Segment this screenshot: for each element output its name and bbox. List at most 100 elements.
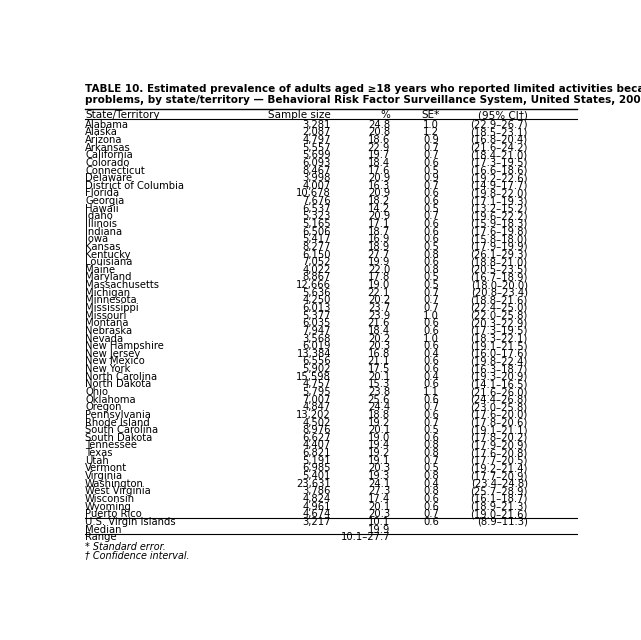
Text: 1.2: 1.2: [423, 127, 439, 138]
Text: District of Columbia: District of Columbia: [85, 180, 184, 191]
Text: 0.5: 0.5: [423, 204, 439, 214]
Text: 13,384: 13,384: [297, 349, 331, 359]
Text: 4,407: 4,407: [303, 440, 331, 451]
Text: 19.9: 19.9: [368, 525, 390, 534]
Text: 4,961: 4,961: [303, 502, 331, 511]
Text: 0.8: 0.8: [424, 250, 439, 260]
Text: (19.1–21.1): (19.1–21.1): [470, 425, 528, 435]
Text: Illinois: Illinois: [85, 219, 117, 229]
Text: SE*: SE*: [421, 110, 439, 120]
Text: 10,678: 10,678: [296, 188, 331, 198]
Text: 12,666: 12,666: [296, 280, 331, 290]
Text: (19.8–22.4): (19.8–22.4): [470, 356, 528, 367]
Text: 5,401: 5,401: [303, 471, 331, 481]
Text: 17.1: 17.1: [368, 219, 390, 229]
Text: 3,568: 3,568: [303, 333, 331, 344]
Text: 10.1: 10.1: [368, 517, 390, 527]
Text: 0.7: 0.7: [423, 288, 439, 298]
Text: Utah: Utah: [85, 456, 109, 466]
Text: (17.9–20.9): (17.9–20.9): [470, 440, 528, 451]
Text: 18.4: 18.4: [368, 326, 390, 336]
Text: 20.8: 20.8: [368, 127, 390, 138]
Text: 19.0: 19.0: [368, 433, 390, 443]
Text: 20.9: 20.9: [368, 211, 390, 221]
Text: Massachusetts: Massachusetts: [85, 280, 159, 290]
Text: South Dakota: South Dakota: [85, 433, 153, 443]
Text: 21.6: 21.6: [368, 318, 390, 328]
Text: (21.6–24.2): (21.6–24.2): [470, 143, 528, 152]
Text: 20.3: 20.3: [368, 509, 390, 519]
Text: Virginia: Virginia: [85, 471, 123, 481]
Text: 18.4: 18.4: [368, 158, 390, 168]
Text: 19.2: 19.2: [368, 417, 390, 428]
Text: (17.7–20.5): (17.7–20.5): [470, 456, 528, 466]
Text: 4,797: 4,797: [303, 135, 331, 145]
Text: 0.6: 0.6: [423, 234, 439, 244]
Text: TABLE 10. Estimated prevalence of adults aged ≥18 years who reported limited act: TABLE 10. Estimated prevalence of adults…: [85, 84, 641, 94]
Text: 6,506: 6,506: [303, 227, 331, 237]
Text: (22.9–26.7): (22.9–26.7): [470, 120, 528, 130]
Text: 4,007: 4,007: [303, 180, 331, 191]
Text: 10.1–27.7: 10.1–27.7: [340, 532, 390, 542]
Text: 0.5: 0.5: [423, 166, 439, 175]
Text: Kansas: Kansas: [85, 242, 121, 252]
Text: 5,795: 5,795: [303, 387, 331, 397]
Text: Hawaii: Hawaii: [85, 204, 119, 214]
Text: 4,674: 4,674: [303, 509, 331, 519]
Text: Alabama: Alabama: [85, 120, 129, 130]
Text: 16.8: 16.8: [368, 349, 390, 359]
Text: 3,786: 3,786: [303, 486, 331, 496]
Text: 0.6: 0.6: [423, 494, 439, 504]
Text: New Jersey: New Jersey: [85, 349, 140, 359]
Text: (8.9–11.3): (8.9–11.3): [477, 517, 528, 527]
Text: 23,631: 23,631: [296, 479, 331, 489]
Text: Wisconsin: Wisconsin: [85, 494, 135, 504]
Text: (20.5–23.5): (20.5–23.5): [470, 265, 528, 275]
Text: (23.4–24.8): (23.4–24.8): [470, 479, 528, 489]
Text: 19.4: 19.4: [368, 440, 390, 451]
Text: (17.6–20.0): (17.6–20.0): [470, 410, 528, 420]
Text: 4,250: 4,250: [303, 295, 331, 305]
Text: 0.5: 0.5: [423, 425, 439, 435]
Text: Michigan: Michigan: [85, 288, 130, 298]
Text: 0.6: 0.6: [423, 356, 439, 367]
Text: Oregon: Oregon: [85, 403, 122, 412]
Text: 6,985: 6,985: [303, 463, 331, 474]
Text: 0.6: 0.6: [423, 517, 439, 527]
Text: 22.1: 22.1: [368, 288, 390, 298]
Text: (20.8–23.4): (20.8–23.4): [470, 288, 528, 298]
Text: 19.3: 19.3: [368, 471, 390, 481]
Text: 0.5: 0.5: [423, 273, 439, 282]
Text: 0.6: 0.6: [423, 158, 439, 168]
Text: 5,323: 5,323: [303, 211, 331, 221]
Text: 0.9: 0.9: [423, 135, 439, 145]
Text: North Carolina: North Carolina: [85, 372, 157, 381]
Text: (15.9–18.3): (15.9–18.3): [470, 219, 528, 229]
Text: 5,165: 5,165: [303, 219, 331, 229]
Text: Texas: Texas: [85, 448, 113, 458]
Text: 20.1: 20.1: [368, 425, 390, 435]
Text: 0.6: 0.6: [423, 380, 439, 389]
Text: (19.0–21.6): (19.0–21.6): [470, 509, 528, 519]
Text: 8,467: 8,467: [303, 166, 331, 175]
Text: 23.8: 23.8: [368, 387, 390, 397]
Text: Puerto Rico: Puerto Rico: [85, 509, 142, 519]
Text: 1.1: 1.1: [423, 387, 439, 397]
Text: 18.2: 18.2: [368, 196, 390, 206]
Text: Idaho: Idaho: [85, 211, 113, 221]
Text: † Confidence interval.: † Confidence interval.: [85, 550, 190, 560]
Text: 0.7: 0.7: [423, 143, 439, 152]
Text: Minnesota: Minnesota: [85, 295, 137, 305]
Text: 0.7: 0.7: [423, 211, 439, 221]
Text: U.S. Virgin Islands: U.S. Virgin Islands: [85, 517, 176, 527]
Text: 0.4: 0.4: [424, 349, 439, 359]
Text: 1.0: 1.0: [423, 310, 439, 321]
Text: 0.4: 0.4: [424, 479, 439, 489]
Text: Oklahoma: Oklahoma: [85, 395, 136, 404]
Text: 3,998: 3,998: [303, 173, 331, 183]
Text: 20.1: 20.1: [368, 372, 390, 381]
Text: (17.3–19.5): (17.3–19.5): [470, 326, 528, 336]
Text: 8,867: 8,867: [303, 273, 331, 282]
Text: 22.9: 22.9: [368, 143, 390, 152]
Text: 0.5: 0.5: [423, 242, 439, 252]
